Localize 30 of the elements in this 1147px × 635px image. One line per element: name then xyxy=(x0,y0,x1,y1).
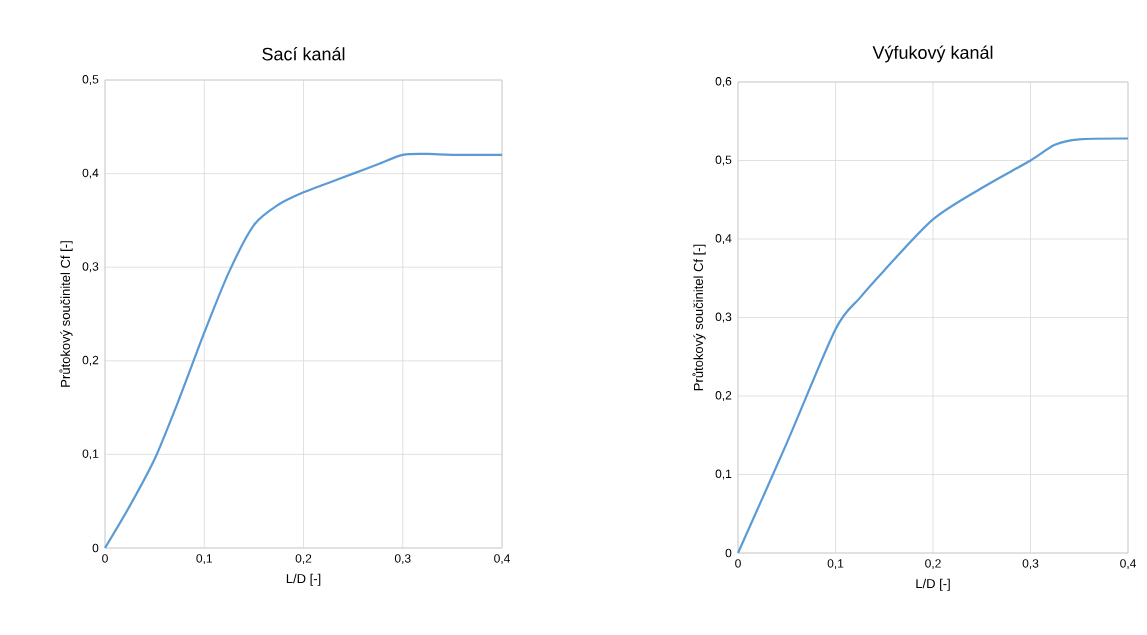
line-series xyxy=(103,152,504,550)
y-axis-title: Průtokový součinitel Cf [-] xyxy=(692,244,706,391)
y-tick-label: 0,4 xyxy=(82,168,99,179)
y-tick-label: 0,3 xyxy=(715,312,732,323)
y-tick-label: 0,2 xyxy=(715,391,732,401)
x-tick-label: 0,3 xyxy=(394,554,411,565)
y-tick-label: 0,1 xyxy=(82,449,99,460)
x-tick-label: 0,1 xyxy=(827,559,844,570)
y-tick-label: 0,4 xyxy=(715,234,732,244)
y-tick-label: 0 xyxy=(92,543,99,553)
y-tick-label: 0,2 xyxy=(82,355,99,366)
x-tick-label: 0 xyxy=(102,554,108,563)
y-tick-label: 0,3 xyxy=(82,262,99,273)
chart-title: Sací kanál xyxy=(262,47,345,61)
y-axis-title: Průtokový součinitel Cf [-] xyxy=(59,241,73,387)
x-axis-title: L/D [-] xyxy=(916,578,950,591)
y-tick-label: 0,5 xyxy=(715,155,732,166)
x-tick-label: 0 xyxy=(735,559,741,568)
chart-title: Výfukový kanál xyxy=(872,45,993,63)
line-series xyxy=(736,137,1130,555)
x-axis-title: L/D [-] xyxy=(286,573,321,586)
y-tick-label: 0,5 xyxy=(82,75,99,85)
x-tick-label: 0,4 xyxy=(1120,559,1136,570)
x-tick-label: 0,2 xyxy=(295,554,312,565)
x-tick-label: 0,2 xyxy=(925,559,941,570)
y-tick-label: 0,6 xyxy=(715,77,732,87)
x-tick-label: 0,3 xyxy=(1022,559,1039,570)
x-tick-label: 0,1 xyxy=(196,554,213,565)
y-tick-label: 0,1 xyxy=(715,469,732,480)
x-tick-label: 0,4 xyxy=(494,554,510,565)
